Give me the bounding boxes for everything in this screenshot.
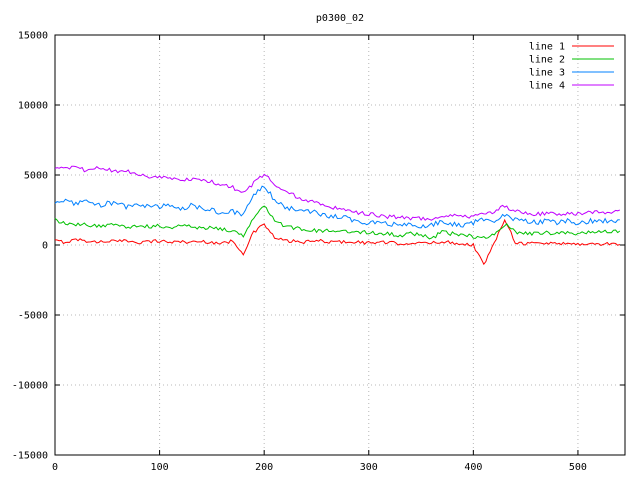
y-tick-label: 0	[42, 241, 48, 252]
y-tick-label: 5000	[24, 171, 48, 182]
y-tick-label: -5000	[18, 311, 48, 322]
chart-title: p0300_02	[316, 13, 364, 24]
y-tick-label: 10000	[18, 101, 48, 112]
legend-label: line 4	[529, 81, 565, 92]
series-line-1	[54, 218, 621, 266]
legend-label: line 2	[529, 55, 565, 66]
legend-entry-line-2: line 2	[529, 55, 614, 66]
x-tick-label: 0	[52, 462, 58, 473]
legend-label: line 1	[529, 42, 565, 53]
legend-label: line 3	[529, 68, 565, 79]
series-line-4	[54, 165, 620, 221]
y-tick-label: 15000	[18, 31, 48, 42]
legend-entry-line-4: line 4	[529, 81, 614, 92]
x-tick-label: 300	[360, 462, 378, 473]
legend-entry-line-1: line 1	[529, 42, 614, 53]
x-tick-label: 500	[569, 462, 587, 473]
series-line-3	[54, 185, 620, 229]
y-tick-label: -10000	[12, 381, 48, 392]
x-tick-label: 400	[464, 462, 482, 473]
series-line-2	[54, 205, 621, 240]
y-tick-label: -15000	[12, 451, 48, 462]
x-tick-label: 200	[255, 462, 273, 473]
x-tick-label: 100	[151, 462, 169, 473]
legend-entry-line-3: line 3	[529, 68, 614, 79]
